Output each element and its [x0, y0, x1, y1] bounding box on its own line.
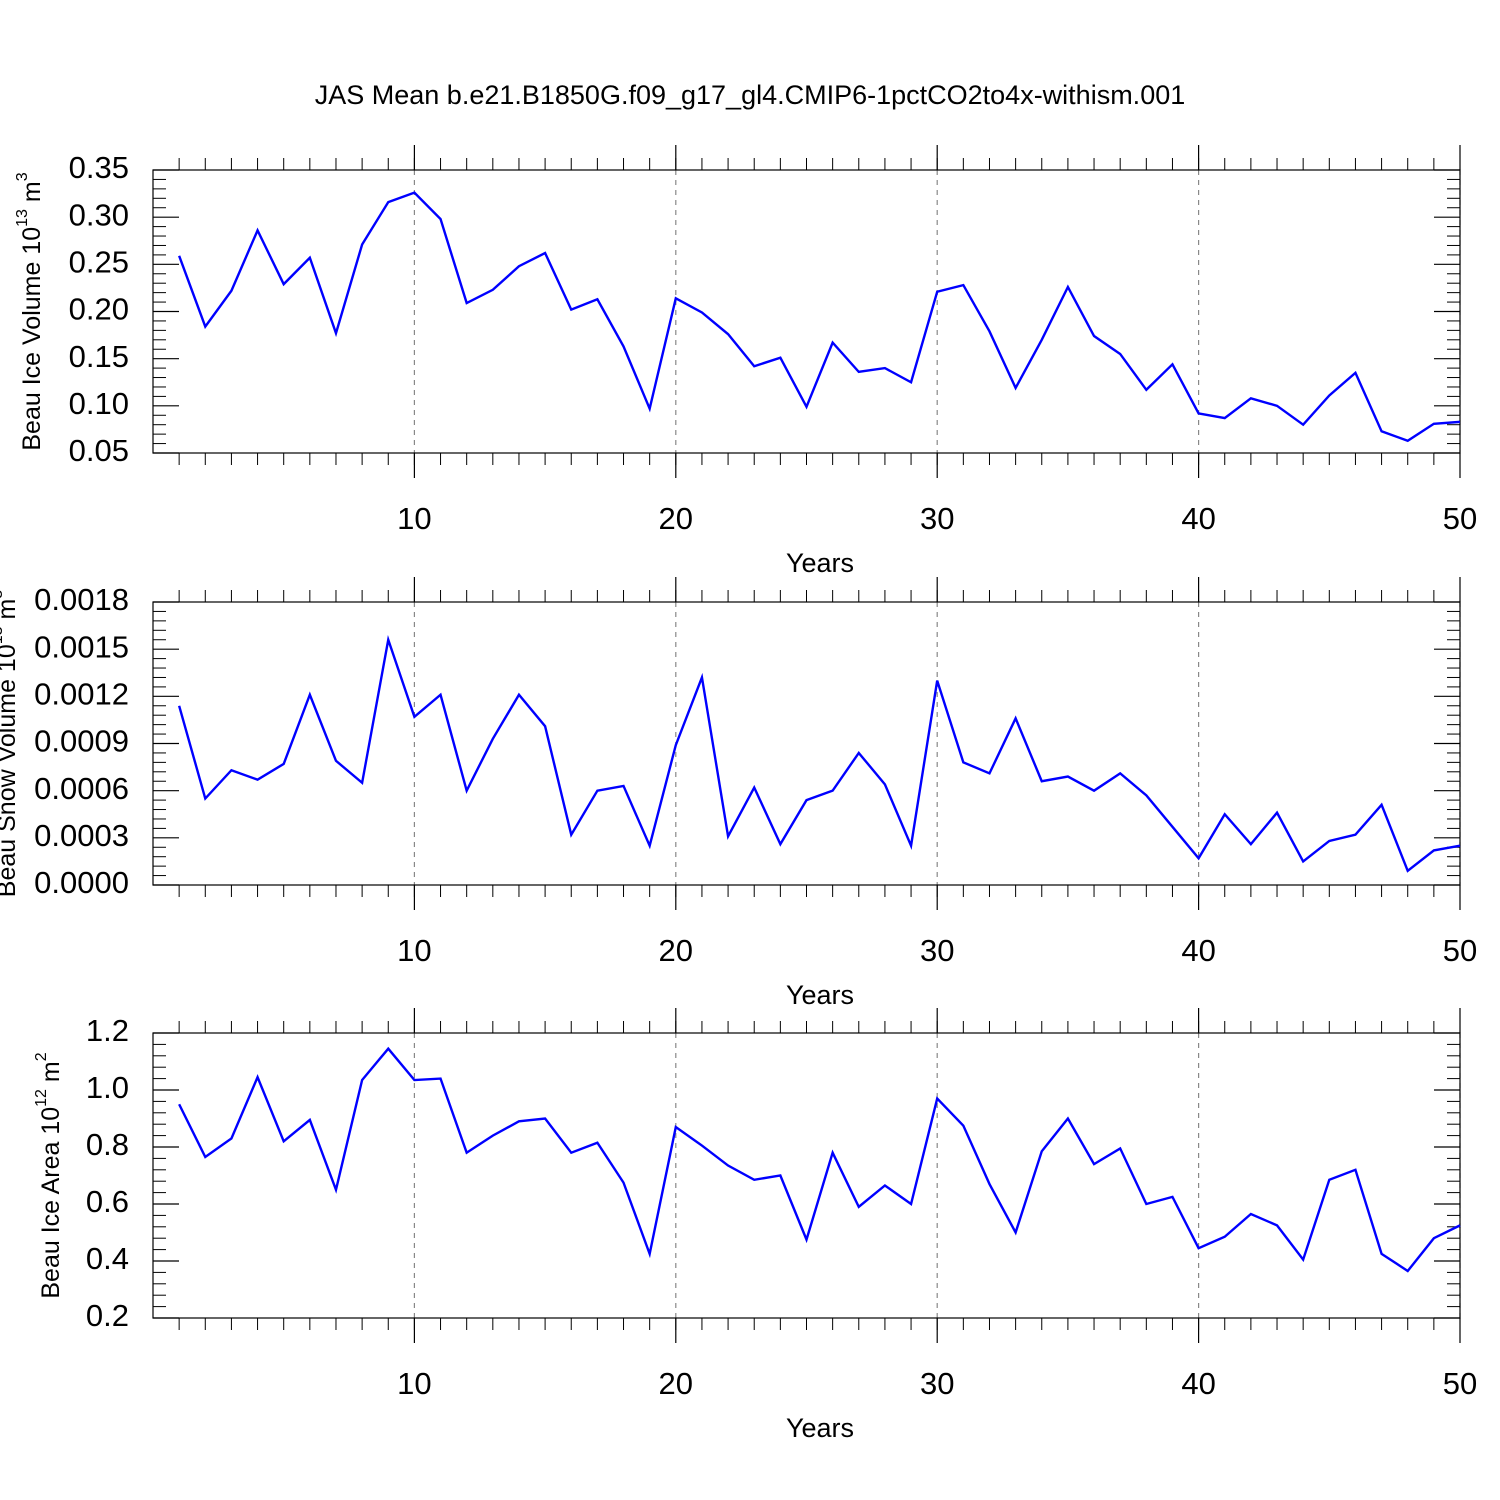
y-tick-label: 0.0015 — [34, 629, 129, 664]
plot-frame — [152, 169, 1461, 454]
x-tick-label: 10 — [397, 933, 431, 968]
y-tick-label: 0.15 — [69, 339, 129, 374]
x-tick-label: 30 — [920, 933, 954, 968]
y-tick-label: 0.8 — [86, 1127, 129, 1162]
y-axis-label-part: m — [37, 1061, 65, 1089]
x-tick-label: 50 — [1443, 1366, 1477, 1401]
x-tick-label: 10 — [397, 501, 431, 536]
y-tick-label: 0.0006 — [34, 771, 129, 806]
y-tick-label: 0.30 — [69, 197, 129, 232]
x-tick-label: 30 — [920, 501, 954, 536]
y-axis-label-part: Beau Ice Volume 10 — [18, 227, 46, 451]
y-axis-label-part: 13 — [0, 626, 6, 644]
x-tick-label: 20 — [659, 501, 693, 536]
x-axis-label: Years — [786, 980, 854, 1010]
plot-frame — [152, 601, 1461, 886]
x-tick-label: 50 — [1443, 501, 1477, 536]
data-line — [177, 634, 1461, 873]
y-axis-label-part: m — [18, 181, 46, 209]
y-axis-label-part: 3 — [0, 590, 6, 599]
x-axis-label: Years — [786, 1413, 854, 1443]
y-tick-label: 0.0018 — [34, 582, 129, 617]
x-tick-label: 10 — [397, 1366, 431, 1401]
x-tick-label: 30 — [920, 1366, 954, 1401]
y-axis-label: Beau Ice Area 1012 m2 — [33, 1052, 64, 1298]
y-tick-label: 1.2 — [86, 1013, 129, 1048]
data-line — [178, 1046, 1461, 1273]
y-axis-label-part: 3 — [14, 172, 31, 181]
y-tick-label: 0.20 — [69, 292, 129, 327]
x-axis-label: Years — [786, 548, 854, 578]
x-tick-label: 40 — [1181, 501, 1215, 536]
x-tick-label: 20 — [659, 1366, 693, 1401]
data-line — [178, 191, 1461, 443]
y-tick-label: 0.10 — [69, 386, 129, 421]
y-axis-label-part: 13 — [14, 209, 31, 227]
y-tick-label: 0.4 — [86, 1241, 129, 1276]
y-axis-label-part: m — [0, 599, 21, 627]
x-tick-label: 40 — [1181, 933, 1215, 968]
y-tick-label: 1.0 — [86, 1070, 129, 1105]
y-axis-label: Beau Snow Volume 1013 m3 — [0, 590, 21, 898]
x-tick-label: 50 — [1443, 933, 1477, 968]
y-tick-label: 0.0012 — [34, 677, 129, 712]
y-tick-label: 0.6 — [86, 1184, 129, 1219]
y-axis-label-part: 2 — [33, 1052, 50, 1061]
y-tick-label: 0.0000 — [34, 865, 129, 900]
y-tick-label: 0.35 — [69, 150, 129, 185]
y-tick-label: 0.0009 — [34, 724, 129, 759]
x-tick-label: 20 — [659, 933, 693, 968]
x-tick-label: 40 — [1181, 1366, 1215, 1401]
plot-frame — [152, 1032, 1461, 1319]
y-tick-label: 0.05 — [69, 433, 129, 468]
y-axis-label-part: 12 — [33, 1089, 50, 1107]
y-axis-label-part: Beau Snow Volume 10 — [0, 644, 21, 897]
y-axis-label-part: Beau Ice Area 10 — [37, 1107, 65, 1299]
y-tick-label: 0.0003 — [34, 818, 129, 853]
y-tick-label: 0.25 — [69, 245, 129, 280]
y-axis-label: Beau Ice Volume 1013 m3 — [14, 172, 45, 450]
figure-title: JAS Mean b.e21.B1850G.f09_g17_gl4.CMIP6-… — [315, 80, 1186, 110]
y-tick-label: 0.2 — [86, 1298, 129, 1333]
